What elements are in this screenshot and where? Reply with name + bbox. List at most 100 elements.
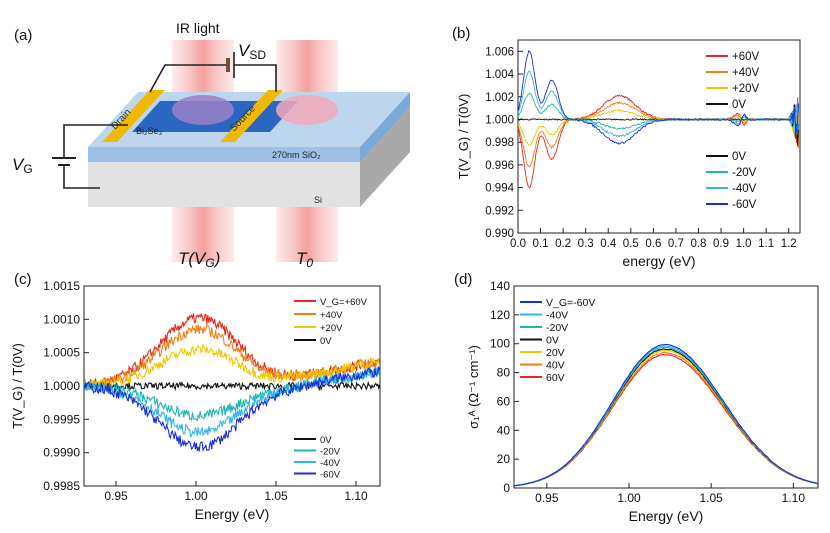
legend-label: 0V <box>732 151 746 163</box>
legend-label: +20V <box>320 323 343 334</box>
plot-frame <box>513 285 819 489</box>
x-axis-label: Energy (eV) <box>629 508 704 524</box>
y-tick-label: 1.0000 <box>43 379 80 393</box>
x-tick-label: 0.5 <box>623 238 639 250</box>
x-tick-label: 1.1 <box>758 238 774 250</box>
x-tick-label: 0.4 <box>600 238 617 250</box>
vg-label: VG <box>12 155 33 176</box>
ir-beam-right-bottom <box>276 207 338 262</box>
x-axis-label: Energy (eV) <box>195 506 270 522</box>
legend-label: -20V <box>732 167 757 179</box>
panel-a-label: (a) <box>14 27 32 44</box>
legend-label: 0V <box>320 435 332 446</box>
chart-d: (d) 0.95 1.00 1.05 1.10 0 20 40 60 80 100 120 140 Ene… <box>454 271 819 524</box>
y-tick-label: 0 <box>503 481 510 495</box>
chart-b-series <box>518 49 800 189</box>
x-tick-label: 1.00 <box>184 489 208 503</box>
legend-label: -40V <box>732 183 757 195</box>
legend-label: -20V <box>320 447 341 458</box>
x-tick-label: 1.10 <box>782 491 806 505</box>
x-tick-label: 0.9 <box>713 238 729 250</box>
chart-c-series <box>84 312 380 453</box>
series-line-+60V <box>84 312 380 390</box>
legend-label: 0V <box>320 336 332 347</box>
chart-d-series <box>514 343 818 487</box>
y-tick-label: 0.996 <box>485 160 514 172</box>
vsd-battery <box>226 58 230 72</box>
legend-label: -20V <box>546 322 568 334</box>
legend-label: -60V <box>732 199 757 211</box>
x-tick-label: 0.0 <box>510 238 526 250</box>
legend-label: 20V <box>546 347 565 359</box>
sio2-side <box>360 92 410 162</box>
series-line--20V <box>518 92 800 136</box>
series-line--20V <box>84 366 380 422</box>
y-tick-label: 1.000 <box>485 114 514 126</box>
legend-label: +20V <box>732 83 760 95</box>
x-tick-label: 0.2 <box>555 238 571 250</box>
y-tick-label: 1.0005 <box>43 346 80 360</box>
drain-electrode <box>102 90 165 142</box>
legend-label: +60V <box>732 51 760 63</box>
x-tick-label: 1.2 <box>781 238 797 250</box>
x-tick-label: 1.0 <box>736 238 752 250</box>
y-tick-label: 60 <box>497 394 511 408</box>
schematic-panel: (a) IR light Drain Source Bi₂Se₃ 270nm S… <box>12 20 410 270</box>
series-line-+60V <box>518 94 800 189</box>
oxide-label: 270nm SiO₂ <box>272 150 321 160</box>
y-tick-label: 1.0010 <box>43 312 80 326</box>
material-label: Bi₂Se₃ <box>136 126 163 136</box>
y-tick-label: 0.990 <box>485 228 514 240</box>
x-tick-label: 0.3 <box>578 238 594 250</box>
chart-c: (c) 0.95 1.00 1.05 1.10 0.9985 0.9990 0.9995 1.0… <box>10 271 381 522</box>
legend-label: 0V <box>546 335 559 347</box>
y-tick-label: 20 <box>497 452 511 466</box>
x-tick-label: 0.6 <box>645 238 661 250</box>
y-tick-label: 120 <box>490 308 510 322</box>
t-vg-label: T(VG) <box>178 249 220 270</box>
y-tick-label: 0.994 <box>485 183 514 195</box>
y-tick-label: 0.9995 <box>43 412 80 426</box>
vsd-label: VSD <box>238 41 266 62</box>
plot-frame <box>517 39 801 234</box>
series-line--60V <box>518 49 800 145</box>
series-line--60V <box>84 365 380 453</box>
y-tick-label: 80 <box>497 366 511 380</box>
y-tick-label: 1.004 <box>485 69 514 81</box>
vg-wire <box>63 124 128 157</box>
panel-b-label: (b) <box>452 25 470 42</box>
legend-label: 40V <box>546 360 565 372</box>
series-line-0V <box>84 380 380 392</box>
y-axis-label: T(V_G) / T(0V) <box>10 343 25 429</box>
legend-label: -40V <box>320 458 341 469</box>
legend-label: -40V <box>546 310 568 322</box>
si-substrate <box>88 160 360 207</box>
series-line-+20V <box>84 343 380 392</box>
panel-d-label: (d) <box>454 271 472 288</box>
y-tick-label: 0.992 <box>485 205 514 217</box>
panel-c-label: (c) <box>14 271 32 288</box>
ir-spot-left <box>172 95 234 125</box>
legend-label: V_G=-60V <box>546 297 595 309</box>
legend-label: -60V <box>320 470 341 481</box>
y-tick-label: 140 <box>490 279 510 293</box>
x-tick-label: 0.8 <box>690 238 706 250</box>
y-tick-label: 1.002 <box>485 92 514 104</box>
ir-spot-right <box>276 95 338 125</box>
y-tick-label: 100 <box>490 337 510 351</box>
sio2-front <box>88 147 360 162</box>
substrate-label: Si <box>314 195 322 205</box>
x-tick-label: 1.00 <box>617 491 641 505</box>
y-axis-label: σ₁ᴬ (Ω⁻¹ cm⁻¹) <box>466 345 481 429</box>
legend-label: +40V <box>320 310 343 321</box>
legend-label: +40V <box>732 67 760 79</box>
x-tick-label: 1.10 <box>344 489 368 503</box>
y-tick-label: 0.998 <box>485 137 514 149</box>
x-tick-label: 0.95 <box>104 489 128 503</box>
ir-beam-left-bottom <box>172 207 234 262</box>
y-tick-label: 40 <box>497 423 511 437</box>
legend-label: 60V <box>546 372 565 384</box>
vsd-wire-right <box>234 64 277 92</box>
x-tick-label: 1.05 <box>700 491 724 505</box>
ir-light-label: IR light <box>176 20 220 36</box>
